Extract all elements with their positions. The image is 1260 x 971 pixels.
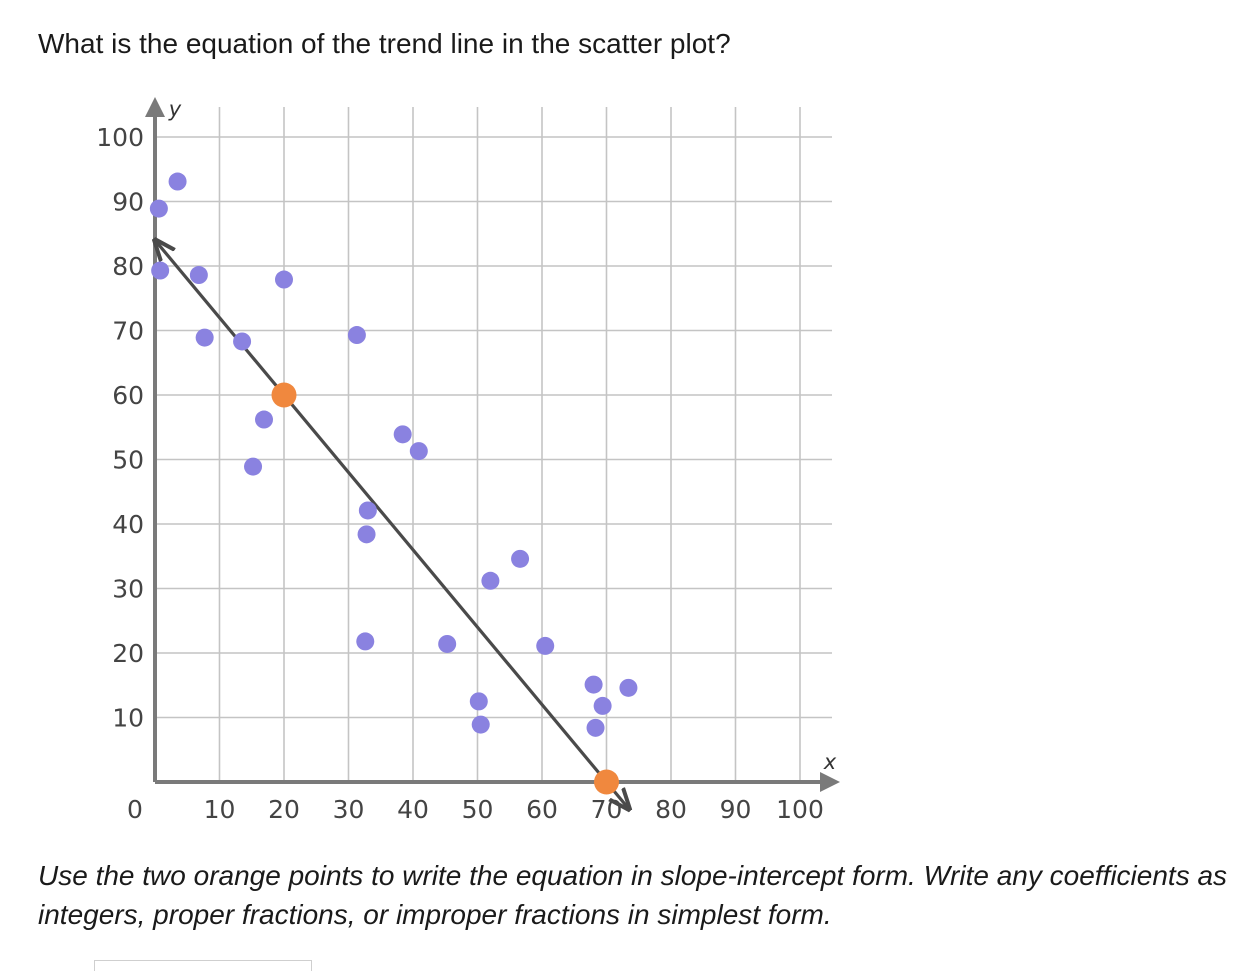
scatter-point [438, 634, 457, 653]
question-text: What is the equation of the trend line i… [38, 28, 731, 59]
x-tick-label: 80 [655, 795, 687, 824]
scatter-point [233, 332, 252, 351]
highlighted-points [271, 382, 619, 795]
y-tick-label: 50 [112, 446, 144, 475]
scatter-point [357, 525, 376, 544]
scatter-point [409, 442, 428, 461]
x-tick-label: 0 [127, 795, 143, 824]
orange-point [271, 382, 297, 408]
x-tick-label: 40 [397, 795, 429, 824]
y-tick-label: 30 [112, 575, 144, 604]
scatter-point [469, 692, 488, 711]
y-tick-label: 40 [112, 510, 144, 539]
scatter-point [586, 718, 605, 737]
y-tick-label: 80 [112, 252, 144, 281]
scatter-point [244, 457, 263, 476]
scatter-point [356, 632, 375, 651]
y-tick-label: 100 [96, 123, 144, 152]
scatter-point [393, 425, 412, 444]
tick-labels: 0 10 20 30 40 50 60 70 80 90 100 10 20 30 40 50 60 70 80 90… [96, 123, 824, 824]
x-axis-label: x [823, 750, 837, 774]
axes: xy [145, 97, 840, 792]
x-tick-label: 100 [776, 795, 824, 824]
trend-line-group [155, 240, 629, 809]
scatter-point [347, 326, 366, 345]
scatter-point [481, 571, 500, 590]
data-points [149, 172, 638, 737]
y-tick-label: 10 [112, 704, 144, 733]
scatter-point [593, 696, 612, 715]
scatter-point [584, 675, 603, 694]
x-tick-label: 70 [591, 795, 623, 824]
scatter-plot: xy 0 10 20 30 40 50 60 70 80 90 100102030405060708… [96, 97, 840, 824]
scatter-point [619, 678, 638, 697]
x-tick-label: 20 [268, 795, 300, 824]
instructions-text: Use the two orange points to write the e… [38, 860, 1228, 930]
x-tick-label: 90 [720, 795, 752, 824]
trend-line [155, 240, 629, 809]
orange-point [594, 769, 619, 795]
scatter-point [536, 636, 555, 655]
scatter-point [151, 261, 170, 280]
scatter-point [255, 410, 274, 429]
scatter-point [471, 715, 490, 734]
x-tick-label: 60 [526, 795, 558, 824]
y-tick-label: 90 [112, 188, 144, 217]
scatter-point [511, 549, 530, 568]
grid [155, 107, 832, 782]
x-tick-label: 50 [462, 795, 494, 824]
y-tick-label: 70 [112, 317, 144, 346]
x-tick-label: 30 [333, 795, 365, 824]
scatter-point [149, 199, 168, 218]
scatter-point [275, 270, 293, 289]
y-tick-label: 20 [112, 639, 144, 668]
scatter-point [195, 328, 214, 347]
y-axis-label: y [168, 97, 182, 121]
scatter-point [168, 172, 187, 191]
x-tick-label: 10 [204, 795, 236, 824]
y-tick-label: 60 [112, 381, 144, 410]
scatter-point [358, 501, 377, 520]
scatter-point [189, 266, 208, 285]
